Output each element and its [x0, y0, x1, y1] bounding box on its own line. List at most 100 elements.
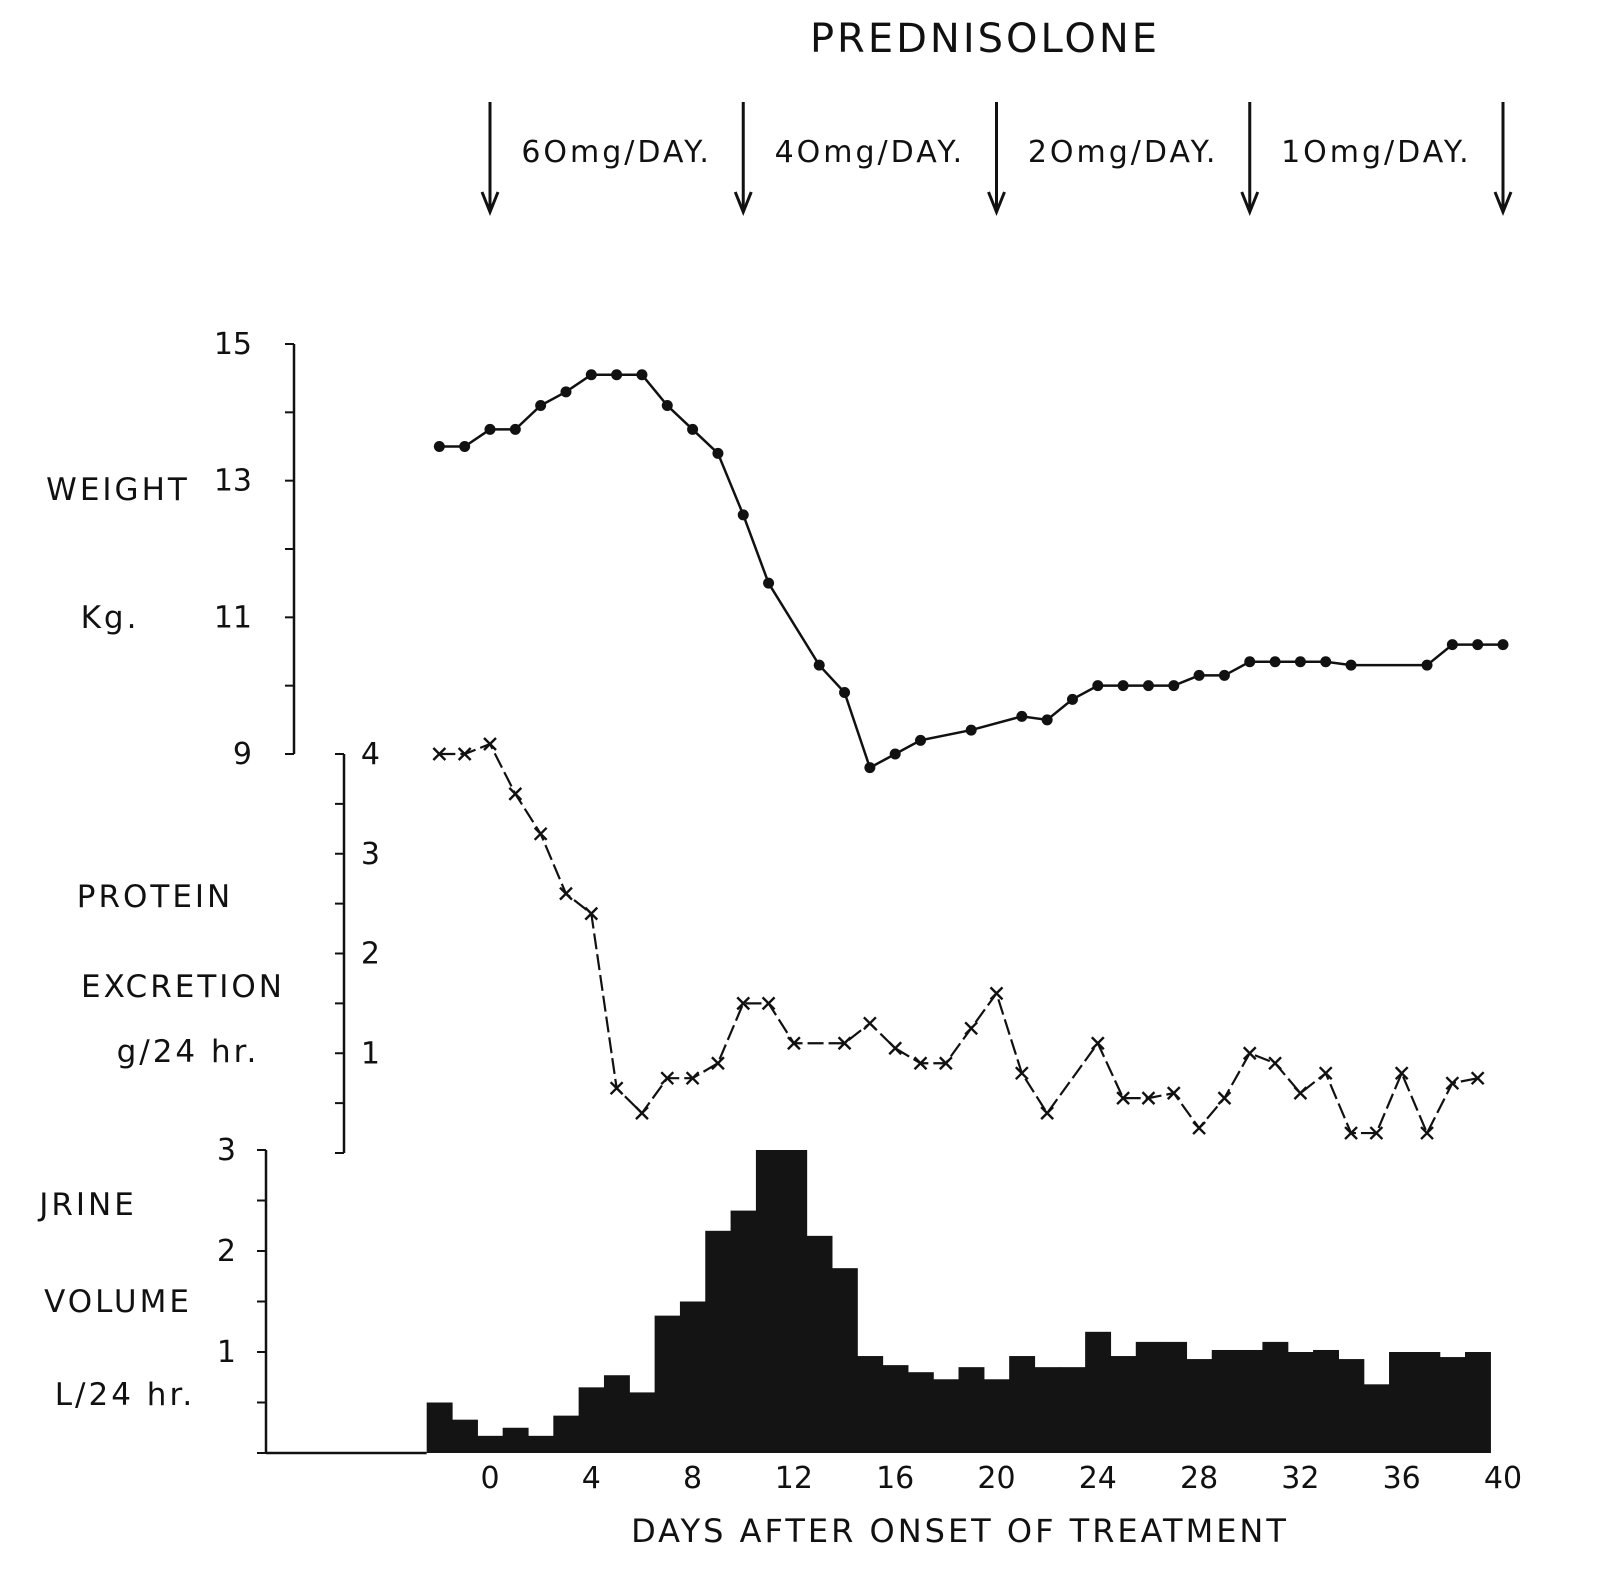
protein-point-23 — [1040, 1106, 1054, 1120]
protein-series-line — [439, 742, 1478, 1136]
dose-arrow-head-3 — [1240, 191, 1260, 217]
x-tick-label: 40 — [1484, 1461, 1522, 1496]
weight-point-32 — [1320, 656, 1332, 668]
weight-point-27 — [1193, 669, 1205, 681]
weight-point-1 — [459, 441, 471, 452]
urine-bar-9 — [654, 1315, 681, 1453]
weight-point-31 — [1294, 656, 1306, 668]
urine-bar-33 — [1262, 1341, 1289, 1453]
protein-point-11 — [711, 1056, 725, 1071]
weight-panel: 9 11 13 15 WEIGHT Kg. — [46, 327, 1509, 774]
protein-point-3 — [508, 787, 523, 801]
urine-bar-1 — [452, 1419, 478, 1453]
protein_excretion-y-tick-label: 2 — [361, 937, 380, 972]
urine-bar-36 — [1338, 1359, 1365, 1453]
x-tick-label: 24 — [1079, 1461, 1117, 1496]
dose-arrow-head-0 — [480, 191, 500, 217]
urine-bar-11 — [705, 1230, 732, 1453]
protein-point-5 — [559, 886, 573, 901]
urine_volume-axis-label-2: L/24 hr. — [55, 1377, 195, 1413]
weight-point-22 — [1066, 693, 1078, 705]
protein_excretion-y-tick-label: 3 — [361, 837, 380, 872]
weight-point-13 — [763, 577, 775, 589]
protein-point-31 — [1268, 1056, 1282, 1071]
urine-bar-35 — [1313, 1349, 1339, 1453]
protein-point-8 — [635, 1106, 649, 1120]
weight-point-3 — [509, 423, 521, 435]
urine-bar-2 — [477, 1435, 504, 1453]
x-axis: 0 4 8 12 16 20 24 28 32 36 40 — [480, 1461, 1522, 1496]
urine_volume-y-tick-label: 3 — [217, 1133, 236, 1168]
weight-point-21 — [1041, 714, 1053, 726]
weight-y-tick-label: 15 — [214, 327, 252, 362]
protein-point-28 — [1192, 1121, 1206, 1135]
urine-bar-41 — [1465, 1352, 1491, 1453]
protein-point-10 — [685, 1071, 700, 1086]
dose-arrow-head-4 — [1493, 191, 1513, 217]
protein-point-9 — [660, 1071, 675, 1086]
dose-arrow-head-1 — [733, 191, 753, 217]
weight-point-10 — [687, 423, 699, 435]
weight-point-4 — [535, 400, 547, 411]
urine-bar-6 — [578, 1387, 605, 1453]
protein_excretion-axis-label-2: g/24 hr. — [117, 1034, 260, 1070]
weight-point-19 — [965, 724, 977, 736]
x-tick-label: 12 — [775, 1461, 813, 1496]
protein-point-16 — [863, 1016, 877, 1031]
weight-y-tick-label: 13 — [214, 464, 252, 499]
weight-point-24 — [1117, 680, 1129, 692]
weight-point-6 — [585, 369, 597, 381]
dose-label-2: 2Omg/DAY. — [1028, 135, 1219, 170]
urine-bar-15 — [806, 1235, 833, 1453]
urine-bar-39 — [1414, 1352, 1441, 1453]
weight-point-28 — [1218, 669, 1230, 681]
protein-point-0 — [432, 747, 447, 761]
weight-point-9 — [661, 400, 673, 411]
protein-point-18 — [913, 1056, 928, 1071]
weight-point-15 — [839, 687, 851, 698]
urine-bar-21 — [958, 1367, 985, 1453]
protein_excretion-axis-label-0: PROTEIN — [77, 879, 234, 915]
urine-bar-22 — [983, 1379, 1010, 1453]
x-tick-label: 16 — [876, 1461, 914, 1496]
protein-point-6 — [584, 906, 599, 921]
weight-point-18 — [915, 734, 927, 746]
urine_volume-y-tick-label: 1 — [217, 1335, 236, 1370]
protein-point-37 — [1420, 1126, 1434, 1140]
protein_excretion-y-tick-label: 4 — [361, 737, 380, 772]
urine-bar-19 — [907, 1372, 934, 1453]
protein-point-12 — [736, 996, 751, 1011]
urine-bar-37 — [1363, 1384, 1390, 1453]
protein-point-30 — [1242, 1046, 1257, 1061]
x-tick-label: 36 — [1383, 1461, 1421, 1496]
protein_excretion-axis-label-1: EXCRETION — [81, 969, 285, 1005]
dose-arrow-head-2 — [987, 191, 1006, 217]
weight-point-20 — [1016, 710, 1028, 722]
protein-point-7 — [609, 1081, 624, 1096]
chart-title: PREDNISOLONE — [810, 16, 1160, 62]
weight-point-5 — [560, 386, 572, 398]
protein-point-17 — [888, 1041, 903, 1056]
urine-bar-14 — [781, 1150, 808, 1453]
protein-point-15 — [837, 1036, 852, 1051]
urine-bar-0 — [426, 1402, 453, 1453]
x-tick-label: 0 — [480, 1461, 499, 1496]
protein-point-35 — [1369, 1126, 1384, 1140]
urine-bar-13 — [755, 1150, 782, 1453]
protein-point-27 — [1166, 1086, 1181, 1100]
urine-bar-34 — [1287, 1352, 1314, 1453]
urine-bar-3 — [502, 1427, 529, 1453]
weight-point-26 — [1168, 680, 1180, 692]
weight-point-12 — [737, 509, 749, 521]
urine-bar-27 — [1110, 1356, 1137, 1453]
protein-point-39 — [1470, 1071, 1485, 1086]
urine-bar-29 — [1161, 1341, 1188, 1453]
weight-point-36 — [1472, 639, 1484, 651]
urine-bar-31 — [1211, 1349, 1238, 1453]
dose-label-3: 1Omg/DAY. — [1281, 135, 1472, 170]
weight-point-34 — [1421, 659, 1433, 671]
x-tick-label: 8 — [683, 1461, 702, 1496]
protein-point-34 — [1344, 1126, 1358, 1140]
protein-point-25 — [1116, 1091, 1130, 1105]
